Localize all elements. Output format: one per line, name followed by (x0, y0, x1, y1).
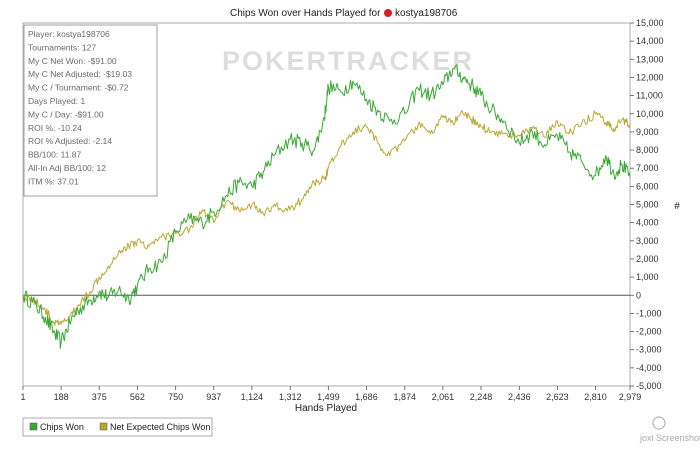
stat-line: My C Net Adjusted: -$19.03 (28, 69, 132, 79)
y-tick-label: 2,000 (636, 254, 659, 264)
stat-line: Player: kostya198706 (28, 29, 110, 39)
y-tick-label: -4,000 (636, 363, 662, 373)
stat-line: My C / Tournament: -$0.72 (28, 83, 129, 93)
y-tick-label: 5,000 (636, 200, 659, 210)
x-axis-title: Hands Played (295, 403, 357, 414)
watermark-text: POKERTRACKER (222, 46, 474, 76)
x-tick-label: 375 (92, 392, 107, 402)
x-tick-label: 1,124 (241, 392, 264, 402)
y-axis: 15,000 14,000 13,000 12,000 11,000 10,000 9,00… (630, 18, 664, 391)
x-tick-label: 2,436 (508, 392, 531, 402)
x-tick-label: 937 (206, 392, 221, 402)
x-tick-label: 1,499 (317, 392, 340, 402)
y-tick-label: -2,000 (636, 327, 662, 337)
stat-line: My C / Day: -$91.00 (28, 109, 104, 119)
stat-line: My C Net Won: -$91.00 (28, 56, 117, 66)
y-tick-label: 15,000 (636, 18, 664, 28)
y-tick-label: 7,000 (636, 163, 659, 173)
chart-title-text: Chips Won over Hands Played for (230, 8, 381, 19)
y-tick-label: 12,000 (636, 72, 664, 82)
chart-title-player: kostya198706 (395, 8, 458, 19)
y-tick-label: 0 (636, 290, 641, 300)
stats-box (23, 24, 158, 197)
y-tick-label: 10,000 (636, 109, 664, 119)
x-tick-label: 1,874 (394, 392, 417, 402)
chart-title: Chips Won over Hands Played for kostya19… (230, 8, 458, 19)
x-tick-label: 562 (130, 392, 145, 402)
y-tick-label: 14,000 (636, 36, 664, 46)
stats-panel: Player: kostya198706 Tournaments: 127 My C… (23, 24, 158, 197)
y-tick-label: -5,000 (636, 381, 662, 391)
series-layer (22, 64, 631, 349)
y-tick-label: 6,000 (636, 181, 659, 191)
legend-box (22, 417, 213, 437)
series-line-net-expected (22, 110, 631, 326)
x-tick-label: 2,248 (470, 392, 493, 402)
stat-line: Days Played: 1 (28, 96, 85, 106)
y-tick-label: 9,000 (636, 127, 659, 137)
x-tick-label: 188 (54, 392, 69, 402)
stat-line: ITM %: 37.01 (28, 176, 79, 186)
legend-label-expected: Net Expected Chips Won (110, 422, 210, 432)
x-tick-label: 1,686 (355, 392, 378, 402)
stat-line: ROI %: -10.24 (28, 123, 82, 133)
series-line-chips-won (22, 64, 631, 349)
legend-swatch-chips-won (29, 422, 38, 431)
x-tick-label: 1,312 (279, 392, 302, 402)
x-tick-label: 750 (168, 392, 183, 402)
legend-swatch-expected (99, 422, 108, 431)
x-tick-label: 2,623 (546, 392, 569, 402)
stat-line: All-In Adj BB/100: 12 (28, 163, 106, 173)
legend-label-chips-won: Chips Won (40, 422, 84, 432)
stat-line: Tournaments: 127 (28, 42, 96, 52)
x-tick-label: 1 (20, 392, 25, 402)
x-axis: 1 188 375 562 750 937 1,124 1,312 1,499 1,686 1,87… (20, 386, 641, 402)
x-tick-label: 2,979 (619, 392, 642, 402)
x-tick-label: 2,810 (584, 392, 607, 402)
player-icon (384, 9, 392, 17)
legend: Chips Won Net Expected Chips Won (22, 417, 213, 437)
watermark: POKERTRACKER (222, 46, 474, 76)
y-tick-label: 1,000 (636, 272, 659, 282)
y-tick-label: 13,000 (636, 54, 664, 64)
y-tick-label: -3,000 (636, 345, 662, 355)
screenshot-mark-text: joxi Screenshot (639, 433, 700, 443)
screenshot-watermark: joxi Screenshot (639, 416, 700, 443)
screenshot-logo-icon (652, 416, 666, 430)
y-tick-label: 11,000 (636, 91, 663, 101)
y-axis-title: # (674, 201, 680, 212)
y-tick-label: 8,000 (636, 145, 659, 155)
y-tick-label: 3,000 (636, 236, 659, 246)
stat-line: ROI % Adjusted: -2.14 (28, 136, 112, 146)
stat-line: BB/100: 11.87 (28, 150, 82, 160)
y-tick-label: -1,000 (636, 308, 662, 318)
x-tick-label: 2,061 (432, 392, 455, 402)
y-tick-label: 4,000 (636, 218, 659, 228)
